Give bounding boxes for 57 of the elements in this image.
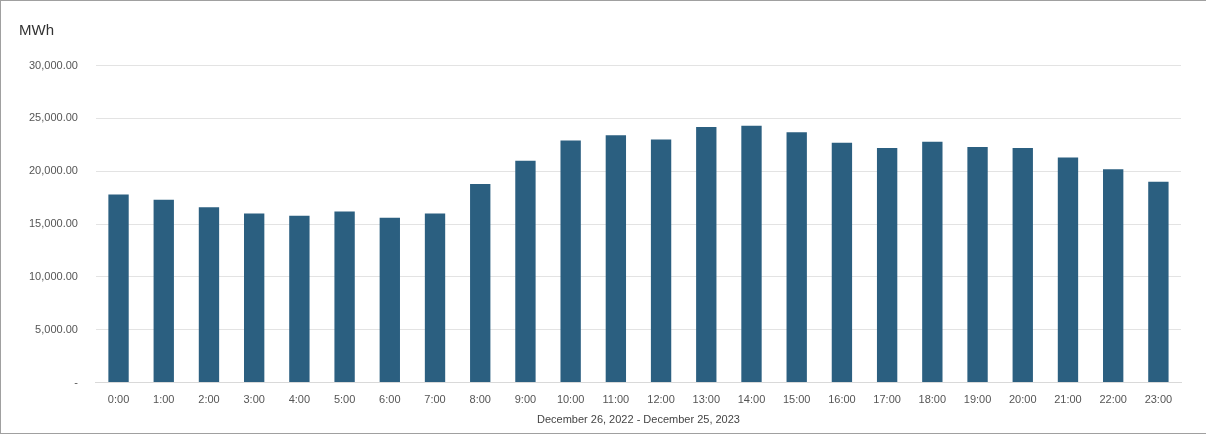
x-tick-label: 6:00 bbox=[379, 393, 401, 406]
x-tick-label: 10:00 bbox=[556, 393, 585, 406]
x-tick-label: 4:00 bbox=[288, 393, 311, 406]
x-tick-label: 22:00 bbox=[1099, 393, 1127, 406]
bar bbox=[244, 213, 265, 383]
bar bbox=[153, 199, 174, 383]
bar bbox=[1057, 157, 1079, 383]
x-tick-label: 12:00 bbox=[647, 393, 675, 406]
x-tick-label: 11:00 bbox=[602, 393, 630, 406]
x-tick-label: 18:00 bbox=[918, 393, 947, 406]
x-tick-label: 8:00 bbox=[469, 393, 491, 406]
bar bbox=[379, 217, 400, 383]
x-tick-label: 23:00 bbox=[1144, 393, 1173, 406]
y-tick-label: 20,000.00 bbox=[29, 164, 78, 177]
bar bbox=[560, 140, 581, 383]
bar bbox=[786, 132, 807, 383]
y-axis-title: MWh bbox=[19, 21, 54, 38]
x-tick-label: 9:00 bbox=[514, 393, 537, 406]
y-tick-label: 30,000.00 bbox=[29, 58, 78, 71]
bar bbox=[470, 183, 491, 383]
x-axis-title: December 26, 2022 - December 25, 2023 bbox=[536, 413, 740, 426]
y-tick-label: - bbox=[74, 375, 79, 388]
x-tick-label: 20:00 bbox=[1009, 393, 1037, 406]
bar bbox=[605, 135, 627, 383]
y-tick-label: 10,000.00 bbox=[29, 269, 78, 282]
bar bbox=[922, 141, 943, 383]
x-tick-label: 21:00 bbox=[1054, 393, 1082, 406]
bar bbox=[967, 146, 988, 383]
bar bbox=[1012, 148, 1033, 383]
x-tick-label: 15:00 bbox=[782, 393, 811, 406]
bar bbox=[1148, 181, 1169, 383]
bar bbox=[289, 215, 310, 383]
y-tick-label: 15,000.00 bbox=[29, 217, 78, 230]
bar bbox=[198, 207, 220, 383]
x-tick-label: 16:00 bbox=[828, 393, 856, 406]
x-tick-label: 1:00 bbox=[153, 393, 175, 406]
x-tick-label: 7:00 bbox=[424, 393, 446, 406]
bar bbox=[831, 142, 853, 383]
bar bbox=[334, 211, 355, 383]
x-tick-label: 13:00 bbox=[692, 393, 721, 406]
bar bbox=[876, 148, 898, 383]
x-tick-label: 14:00 bbox=[737, 393, 766, 406]
x-tick-label: 3:00 bbox=[243, 393, 265, 406]
x-tick-label: 5:00 bbox=[333, 393, 356, 406]
bar bbox=[1103, 169, 1124, 383]
bar bbox=[741, 125, 762, 383]
x-tick-label: 19:00 bbox=[963, 393, 992, 406]
bar bbox=[108, 194, 129, 383]
bar bbox=[515, 160, 536, 383]
bar bbox=[650, 139, 672, 383]
y-tick-label: 25,000.00 bbox=[29, 111, 78, 124]
x-tick-label: 2:00 bbox=[198, 393, 220, 406]
x-tick-label: 17:00 bbox=[873, 393, 901, 406]
x-tick-label: 0:00 bbox=[107, 393, 130, 406]
bar bbox=[696, 126, 717, 383]
bar bbox=[424, 213, 446, 383]
y-tick-label: 5,000.00 bbox=[35, 322, 78, 335]
